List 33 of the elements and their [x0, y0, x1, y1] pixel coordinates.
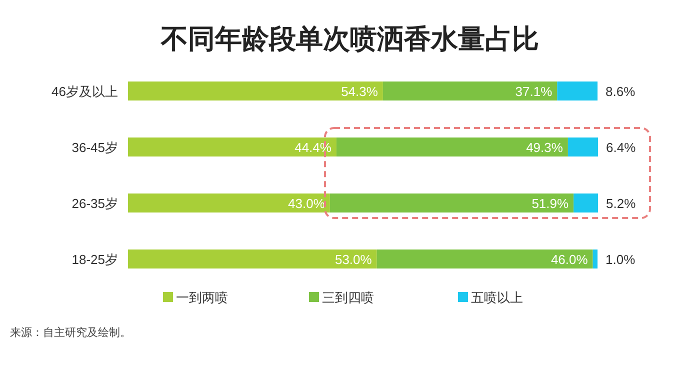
data-label: 6.4% — [606, 140, 636, 155]
bar — [128, 194, 330, 212]
chart-title: 不同年龄段单次喷洒香水量占比 — [160, 24, 539, 54]
data-label: 1.0% — [606, 252, 636, 267]
y-tick-label: 46岁及以上 — [52, 84, 118, 99]
data-label: 53.0% — [334, 252, 372, 267]
y-tick-label: 26-35岁 — [72, 196, 118, 211]
data-label: 43.0% — [288, 196, 326, 211]
bar — [128, 138, 336, 156]
data-label: 46.0% — [550, 252, 588, 267]
legend-label: 三到四喷 — [322, 290, 374, 305]
bar — [330, 194, 574, 212]
legend-label: 五喷以上 — [471, 290, 523, 305]
bar — [376, 250, 593, 268]
data-label: 49.3% — [526, 140, 564, 155]
data-label: 37.1% — [515, 84, 553, 99]
bar — [128, 82, 383, 100]
bar — [557, 82, 598, 100]
data-label: 54.3% — [341, 84, 378, 99]
bar — [592, 250, 598, 268]
bar — [568, 138, 598, 156]
data-label: 51.9% — [532, 196, 570, 211]
data-label: 44.4% — [294, 140, 332, 155]
source-note: 来源：自主研究及绘制。 — [10, 326, 131, 339]
legend-label: 一到两喷 — [176, 290, 228, 305]
bar — [382, 82, 558, 100]
data-label: 8.6% — [606, 84, 636, 99]
bar — [574, 194, 598, 212]
y-tick-label: 18-25岁 — [72, 252, 118, 267]
data-label: 5.2% — [606, 196, 636, 211]
bar — [128, 250, 377, 268]
bar — [336, 138, 568, 156]
y-tick-label: 36-45岁 — [72, 140, 118, 155]
